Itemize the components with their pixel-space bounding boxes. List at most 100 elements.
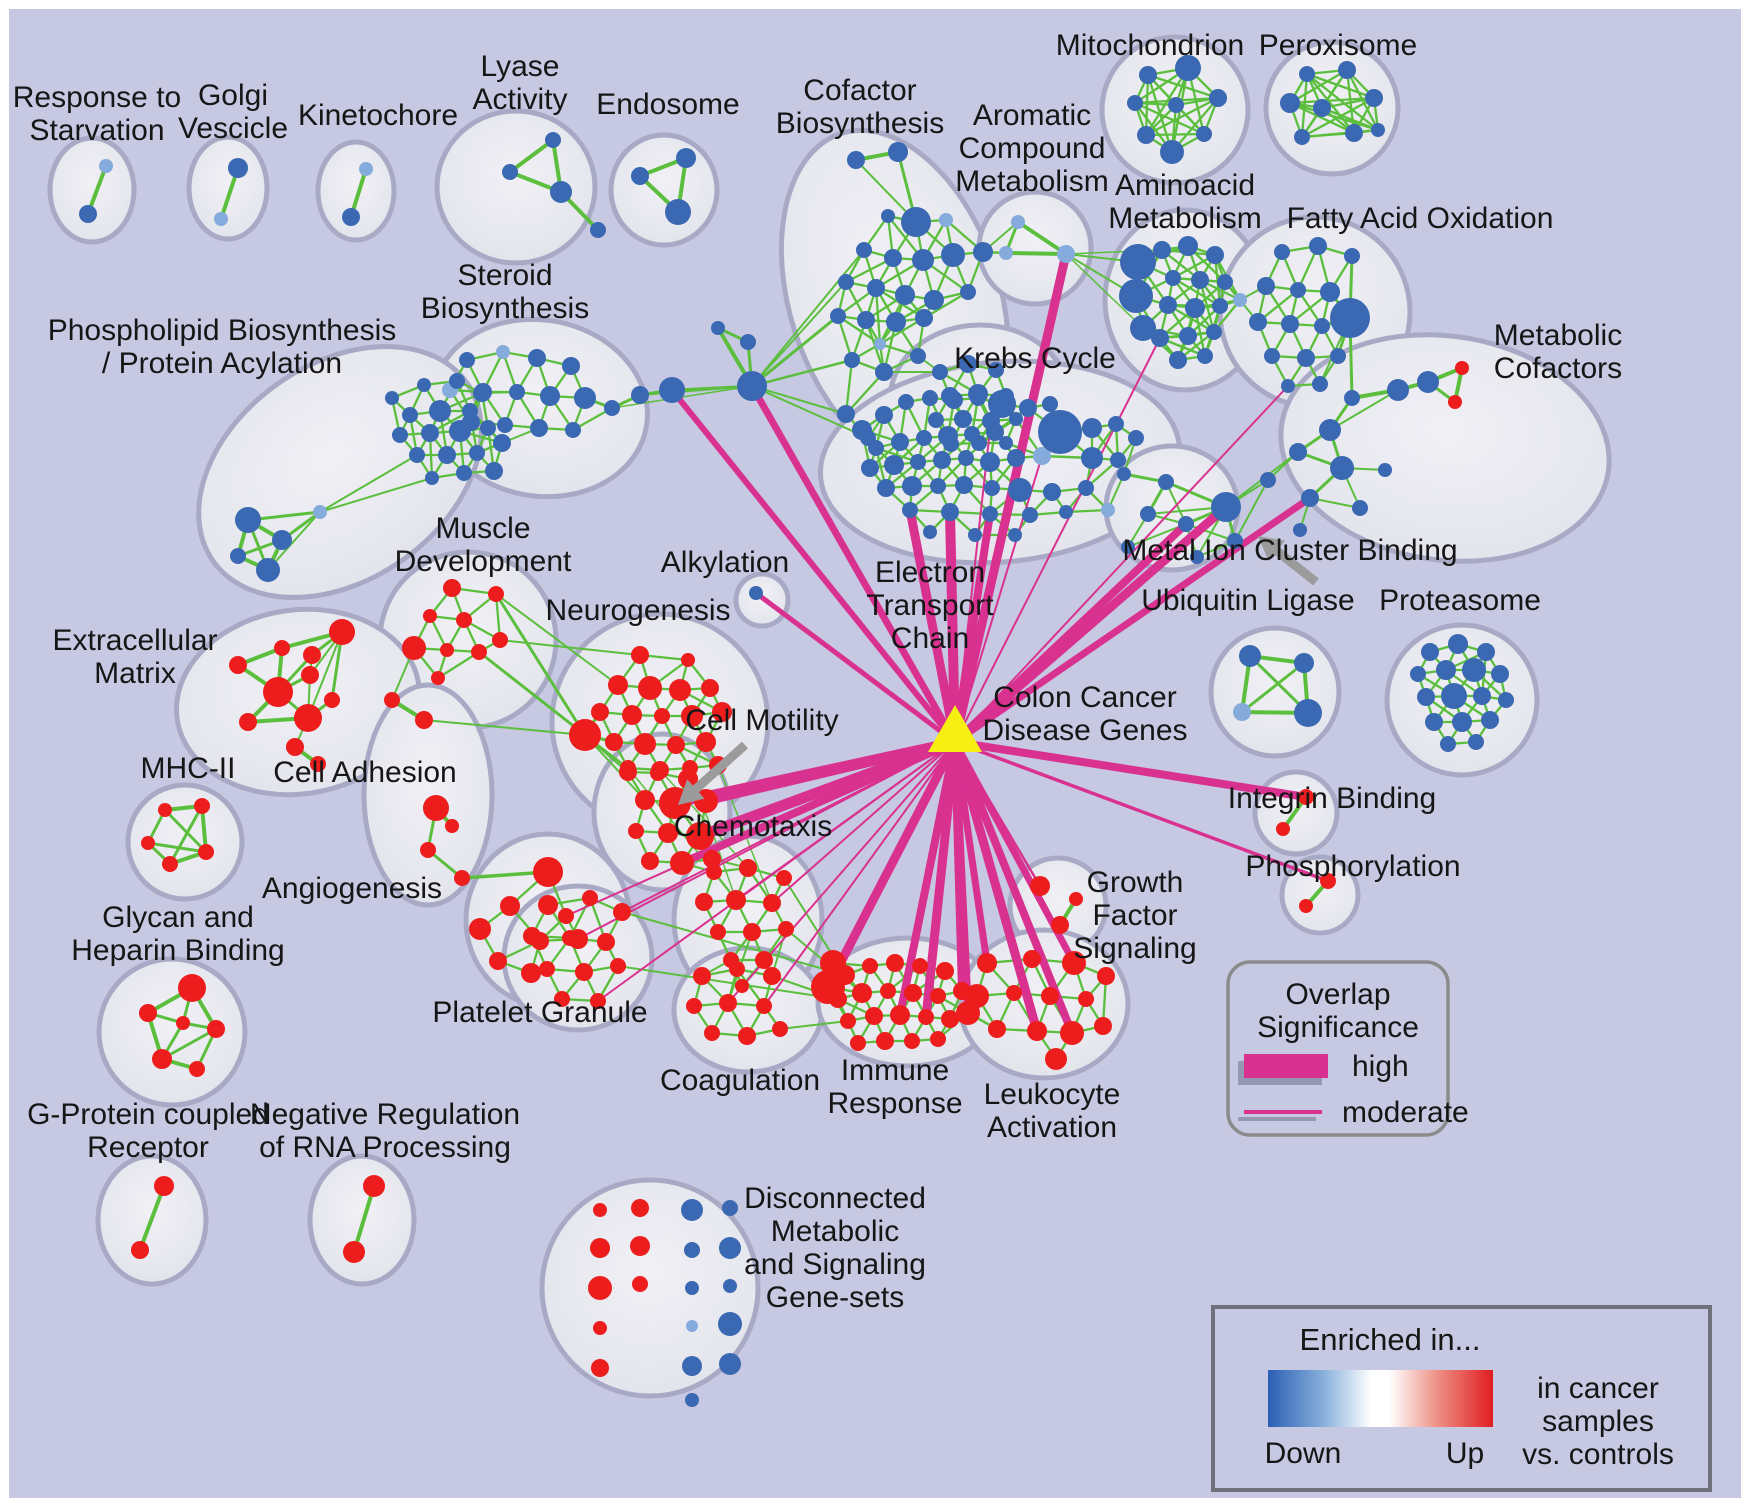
association-edge: [1004, 251, 1068, 256]
proteasome-node: [1440, 736, 1456, 752]
proteasome-node: [1462, 658, 1486, 682]
endosome-node: [665, 199, 691, 225]
extracellular-matrix-label: Extracellular: [52, 624, 217, 657]
aminoacid-metabolism-node: [1169, 351, 1187, 369]
kinetochore-cluster-ellipse: [315, 139, 397, 243]
electron-transport-chain-node: [891, 433, 909, 451]
overlap-edge-high: [950, 249, 1071, 747]
mhc-ii-cluster-ellipse: [125, 782, 245, 902]
cell-motility-node: [628, 823, 644, 839]
electron-transport-chain-node: [898, 394, 914, 410]
electron-transport-chain-label: Electron: [875, 556, 985, 589]
extracellular-matrix-node: [310, 756, 326, 772]
metabolic-cofactors-node: [1448, 395, 1462, 409]
muscle-development-node: [402, 636, 426, 660]
down-label: Down: [1265, 1437, 1342, 1470]
cofactor-biosynthesis-node: [915, 309, 933, 327]
disconnected-gene-sets-node: [593, 1321, 607, 1335]
lyase-activity-node: [545, 132, 561, 148]
extracellular-matrix-node: [324, 692, 340, 708]
electron-transport-chain-node: [1059, 505, 1073, 519]
electron-transport-chain-node: [982, 506, 998, 522]
electron-transport-chain-node: [1038, 410, 1082, 454]
up-label: Up: [1446, 1437, 1484, 1470]
mhc-ii-node: [198, 844, 214, 860]
overlap-edge-high: [748, 382, 959, 746]
steroid-biosynthesis-node: [659, 377, 685, 403]
association-edge: [779, 1020, 849, 1030]
cofactor-biosynthesis-node: [844, 352, 860, 368]
electron-transport-chain-node: [877, 479, 895, 497]
peroxisome-node: [1280, 93, 1300, 113]
negative-regulation-rna-label: Negative Regulation: [250, 1098, 520, 1131]
overlap-edge-moderate: [621, 741, 956, 913]
peroxisome-node: [1371, 123, 1385, 137]
platelet-granule-node: [597, 933, 615, 951]
muscle-development-node: [456, 612, 472, 628]
electron-transport-chain-node: [964, 426, 980, 442]
immune-response-node: [865, 1007, 883, 1025]
cofactor-biosynthesis-node: [901, 207, 931, 237]
fatty-acid-oxidation-node: [1297, 349, 1315, 367]
mhc-ii-node: [162, 856, 178, 872]
immune-response-node: [880, 983, 896, 999]
chemotaxis-node: [726, 890, 746, 910]
growth-factor-signaling-label: Factor: [1092, 899, 1177, 932]
metal-ion-pointer-arrowhead: [1258, 536, 1285, 562]
chemotaxis-node: [695, 893, 713, 911]
association-edge: [1301, 96, 1375, 139]
pathway-hub-node: [711, 321, 725, 335]
g-protein-coupled-receptor-node: [154, 1176, 174, 1196]
peroxisome-node: [1313, 99, 1331, 117]
leukocyte-activation-node: [1097, 967, 1115, 985]
growth-factor-signaling-node: [1030, 876, 1050, 896]
cofactor-biosynthesis-node: [924, 290, 944, 310]
proteasome-node: [1417, 688, 1435, 706]
overlap-edge-high: [945, 507, 960, 747]
steroid-biosynthesis-node: [562, 357, 580, 375]
leukocyte-activation-label: Leukocyte: [984, 1078, 1121, 1111]
ubiquitin-ligase-label: Ubiquitin Ligase: [1141, 584, 1354, 617]
association-edge: [1329, 389, 1399, 431]
electron-transport-chain-node: [875, 406, 893, 424]
association-edge: [307, 631, 343, 719]
proteasome-node: [1425, 713, 1443, 731]
glycan-heparin-binding-node: [152, 1049, 172, 1069]
immune-response-node: [886, 954, 904, 972]
overlap-edge-high: [905, 505, 960, 747]
overlap-edge-moderate: [954, 455, 1043, 743]
disconnected-gene-sets-node: [685, 1393, 699, 1407]
steroid-biosynthesis-label: Biosynthesis: [421, 292, 589, 325]
metabolic-cofactors-node: [1417, 371, 1439, 393]
glycan-heparin-binding-node: [189, 1061, 205, 1077]
extracellular-matrix-node: [239, 713, 257, 731]
neurogenesis-node: [701, 679, 719, 697]
colon-cancer-genes-label: Disease Genes: [982, 714, 1187, 747]
electron-transport-chain-node: [916, 430, 932, 446]
mitochondrion-node: [1139, 66, 1157, 84]
cell-adhesion-node: [420, 842, 436, 858]
proteasome-node: [1436, 660, 1456, 680]
krebs-cycle-node: [959, 355, 977, 373]
association-edge: [750, 358, 854, 388]
electron-transport-chain-node: [984, 480, 1000, 496]
mhc-ii-label: MHC-II: [141, 752, 236, 785]
cofactor-biosynthesis-node: [867, 279, 885, 297]
association-edge: [845, 371, 885, 415]
immune-response-node: [876, 1032, 894, 1050]
leukocyte-activation-node: [1045, 1048, 1067, 1070]
immune-response-node: [862, 958, 878, 974]
platelet-granule-node: [523, 927, 541, 945]
leukocyte-activation-node: [988, 1020, 1006, 1038]
association-edge: [1289, 101, 1355, 135]
electron-transport-chain-node: [1110, 452, 1126, 468]
aminoacid-metabolism-label: Metabolism: [1108, 202, 1261, 235]
metabolic-cofactors-node: [1330, 456, 1354, 480]
extracellular-matrix-node: [274, 640, 290, 656]
overlap-edge-high: [951, 520, 1190, 746]
cofactor-biosynthesis-node: [941, 243, 965, 267]
peroxisome-node: [1294, 129, 1310, 145]
overlap-legend-title-label: Significance: [1257, 1011, 1419, 1044]
phospholipid-biosynthesis-label: / Protein Acylation: [102, 347, 342, 380]
muscle-development-node: [488, 586, 504, 602]
